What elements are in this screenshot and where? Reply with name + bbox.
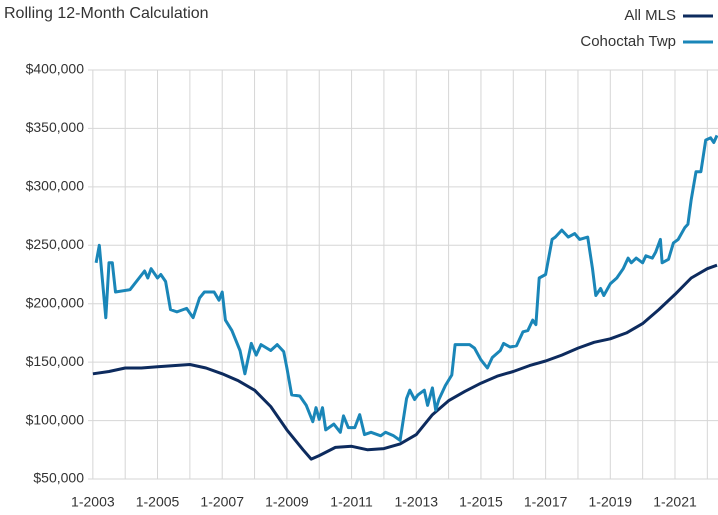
y-tick-label: $150,000 — [26, 353, 85, 369]
x-tick-label: 1-2007 — [200, 494, 244, 510]
legend-label: All MLS — [624, 7, 676, 24]
y-tick-label: $200,000 — [26, 294, 85, 310]
y-tick-label: $50,000 — [33, 470, 84, 486]
y-tick-label: $100,000 — [26, 411, 85, 427]
data-line — [94, 134, 718, 442]
x-tick-label: 1-2009 — [265, 494, 309, 510]
chart-title: Rolling 12-Month Calculation — [4, 5, 209, 22]
y-tick-label: $350,000 — [26, 119, 85, 135]
x-tick-label: 1-2019 — [589, 494, 633, 510]
x-tick-label: 1-2021 — [653, 494, 697, 510]
x-tick-label: 1-2013 — [394, 494, 438, 510]
y-tick-label: $400,000 — [26, 61, 85, 77]
x-tick-label: 1-2003 — [71, 494, 115, 510]
legend-label: Cohoctah Twp — [580, 33, 676, 50]
y-tick-label: $250,000 — [26, 236, 85, 252]
x-tick-label: 1-2015 — [459, 494, 503, 510]
x-tick-label: 1-2017 — [524, 494, 568, 510]
data-line — [92, 263, 718, 461]
x-tick-label: 1-2005 — [136, 494, 180, 510]
x-tick-label: 1-2011 — [330, 494, 373, 510]
y-tick-label: $300,000 — [26, 178, 85, 194]
